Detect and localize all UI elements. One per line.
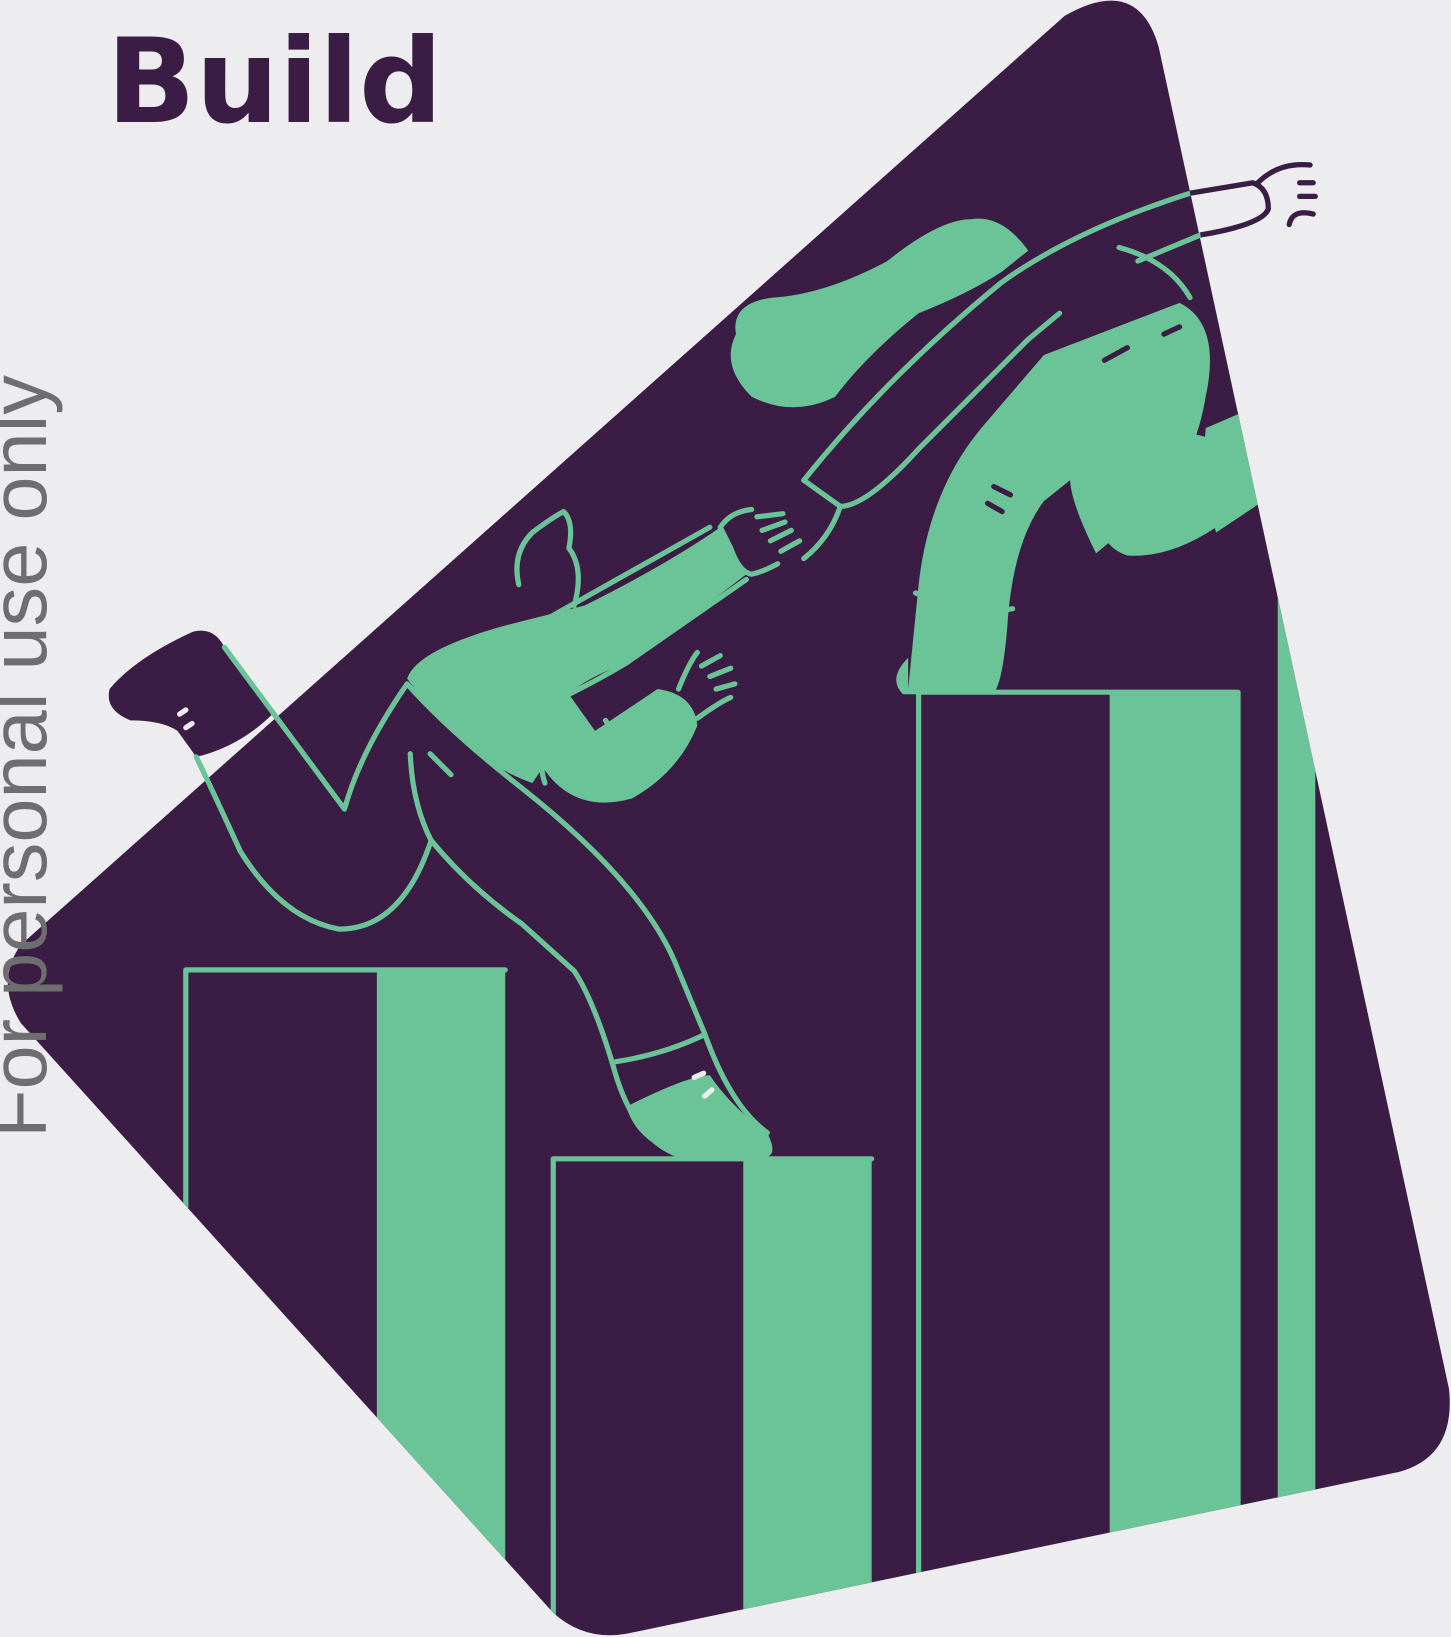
step-outline	[916, 689, 1241, 1579]
step-outline	[550, 1156, 875, 1632]
watermark-group: For personal use only	[0, 375, 63, 1138]
step-side	[743, 1156, 872, 1636]
figure-top	[730, 162, 1318, 695]
figure-bottom	[108, 506, 803, 1160]
step-outline	[183, 967, 508, 1214]
title: Build	[106, 13, 442, 150]
watermark: For personal use only	[0, 375, 63, 1138]
step-side	[1109, 691, 1239, 1631]
strip	[1277, 595, 1316, 1535]
